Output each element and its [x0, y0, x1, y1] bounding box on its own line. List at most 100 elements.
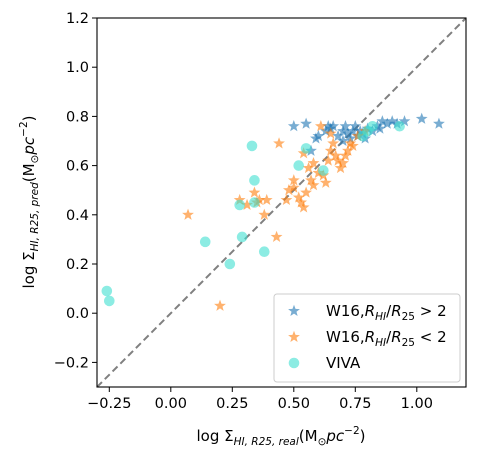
star-point [297, 201, 310, 213]
star-point [305, 174, 317, 186]
y-tick-label: 0.2 [66, 257, 89, 273]
star-point [354, 124, 367, 137]
star-point [292, 191, 305, 203]
star-point [253, 193, 266, 206]
data-points [101, 112, 445, 311]
circle-point [318, 165, 329, 176]
circle-point [394, 120, 405, 132]
y-tick-label: 0.6 [66, 159, 89, 175]
star-point [332, 154, 344, 166]
reference-line-layer [97, 18, 466, 387]
star-point [329, 149, 342, 161]
star-point [386, 115, 399, 127]
legend-label: VIVA [326, 354, 361, 372]
star-point [346, 139, 359, 151]
circle-point [258, 246, 270, 257]
circle-point [293, 160, 305, 171]
plot-frame [96, 17, 467, 388]
star-point [260, 193, 273, 206]
star-point [398, 115, 411, 127]
one-to-one-dashed-line [97, 18, 466, 387]
star-point [344, 137, 357, 149]
star-point [433, 117, 445, 129]
circle-point [199, 236, 211, 248]
legend-label: W16,RHI/R25 > 2 [326, 302, 447, 323]
y-tick-label: 0.4 [66, 208, 89, 224]
star-point [295, 196, 308, 208]
star-point [381, 117, 394, 129]
series-2 [182, 120, 372, 311]
x-axis-label: log ΣHI, R25, real(M⊙pc−2) [197, 425, 366, 448]
star-point [349, 120, 362, 132]
circle-point [234, 199, 245, 211]
circle-point [104, 295, 115, 307]
star-point [327, 120, 340, 132]
star-point [376, 115, 389, 127]
legend-star-marker [288, 330, 300, 343]
star-point [415, 112, 428, 124]
star-point [337, 124, 349, 137]
star-point [342, 127, 354, 139]
legend: W16,RHI/R25 > 2 W16,RHI/R25 < 2 VIVA [273, 293, 461, 383]
star-point [337, 156, 349, 169]
star-point [287, 174, 300, 186]
x-tick-label: 1.00 [401, 396, 433, 412]
star-point [214, 299, 226, 311]
star-point [324, 144, 337, 156]
star-point [233, 193, 246, 206]
star-point [319, 176, 332, 188]
star-point [327, 137, 340, 149]
y-tick-label: 1.0 [66, 60, 89, 76]
tick-layer: −0.25 0.00 0.25 0.50 0.75 1.00 −0.2 0.0 0.2 0.4 0.… [54, 11, 433, 412]
circle-point [224, 258, 236, 270]
y-axis-label: log ΣHI, R25, pred(M⊙pc−2) [18, 116, 41, 289]
star-point [270, 230, 283, 242]
circle-point [367, 120, 378, 132]
star-point [334, 161, 347, 174]
legend-star-marker [288, 304, 300, 317]
star-point [287, 181, 300, 193]
star-point [302, 161, 315, 174]
circle-point [246, 140, 258, 152]
star-point [248, 186, 261, 198]
star-point [273, 137, 285, 149]
legend-label: W16,RHI/R25 < 2 [326, 328, 447, 349]
circle-point [300, 143, 312, 154]
star-point [322, 154, 335, 166]
star-point [282, 184, 295, 196]
series-3 [101, 120, 405, 307]
x-tick-label: 0.75 [339, 396, 371, 412]
star-point [324, 127, 337, 139]
circle-point [236, 231, 248, 243]
y-tick-label: 0.0 [66, 306, 89, 322]
star-point [300, 186, 312, 198]
legend-frame [273, 293, 461, 383]
star-point [307, 156, 320, 169]
star-point [280, 193, 293, 206]
x-tick-label: −0.25 [87, 396, 131, 412]
star-point [332, 129, 344, 142]
star-point [339, 149, 352, 161]
star-point [339, 120, 352, 132]
x-tick-label: 0.00 [155, 396, 187, 412]
star-point [319, 124, 332, 137]
star-point [312, 129, 325, 142]
x-tick-label: 0.50 [278, 396, 310, 412]
star-point [374, 122, 386, 134]
star-point [314, 120, 327, 132]
star-point [346, 124, 359, 137]
star-point [322, 120, 335, 132]
circle-point [249, 175, 260, 186]
star-point [342, 144, 354, 156]
y-tick-label: 0.8 [66, 109, 89, 125]
star-point [300, 117, 312, 129]
star-point [258, 208, 271, 220]
legend-circle-marker [288, 357, 300, 369]
x-tick-label: 0.25 [216, 396, 248, 412]
circle-point [101, 285, 113, 297]
star-point [241, 198, 253, 210]
circle-point [249, 197, 260, 208]
star-point [337, 134, 349, 147]
y-tick-label: 1.2 [66, 11, 89, 27]
